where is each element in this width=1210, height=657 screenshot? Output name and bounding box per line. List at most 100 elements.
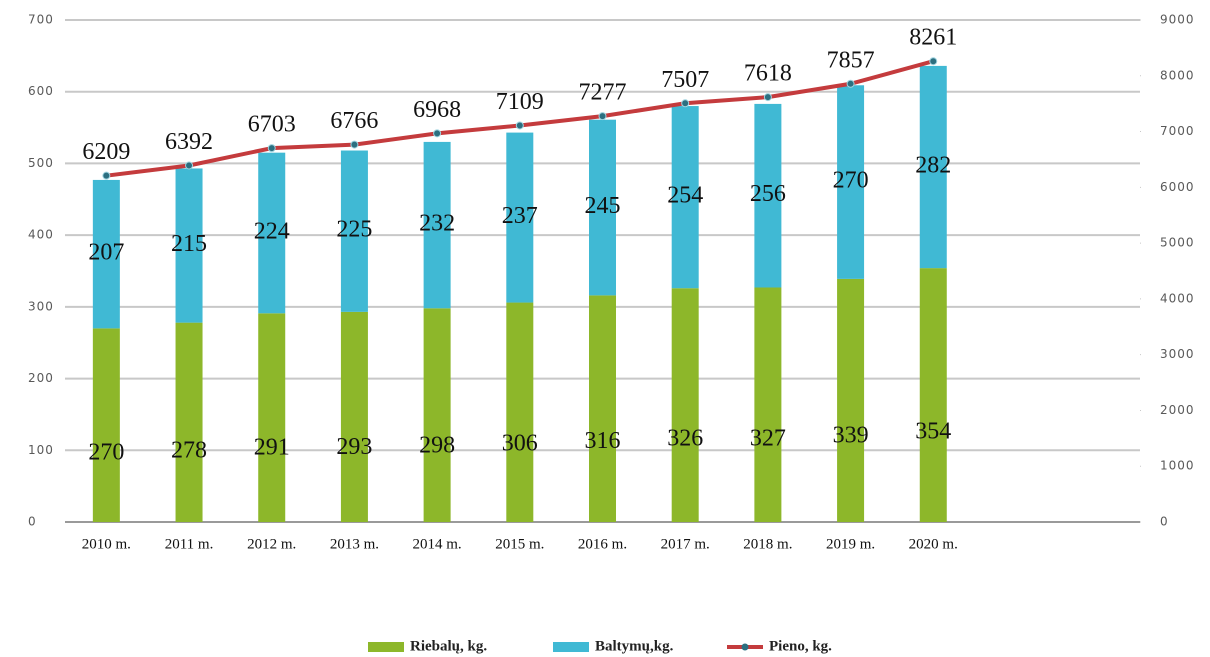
x-tick-label: 2015 m. xyxy=(495,536,544,552)
bar xyxy=(423,308,451,522)
data-label: 7507 xyxy=(661,67,709,93)
line-marker xyxy=(598,112,607,121)
y-tick-label: 0 xyxy=(28,515,37,529)
data-label: 291 xyxy=(254,434,290,460)
y2-tick-label: 6000 xyxy=(1160,180,1195,194)
data-label: 326 xyxy=(667,426,703,452)
legend-label: Baltymų,kg. xyxy=(595,638,674,654)
legend-swatch xyxy=(553,642,589,652)
bar xyxy=(92,179,120,329)
y2-tick-label: 3000 xyxy=(1160,347,1195,361)
data-label: 278 xyxy=(171,438,207,464)
line-marker xyxy=(350,140,359,149)
bar xyxy=(258,313,286,522)
x-tick-label: 2014 m. xyxy=(413,536,462,552)
data-label: 6209 xyxy=(82,139,130,165)
data-label: 207 xyxy=(88,240,124,266)
legend-swatch xyxy=(368,642,404,652)
line-marker xyxy=(846,79,855,88)
data-label: 7109 xyxy=(496,89,544,115)
data-label: 339 xyxy=(833,422,869,448)
x-tick-label: 2018 m. xyxy=(743,536,792,552)
bar xyxy=(175,168,203,323)
bar xyxy=(754,103,782,288)
data-label: 254 xyxy=(667,183,703,209)
y2-tick-label: 8000 xyxy=(1160,68,1195,82)
bar xyxy=(589,119,616,296)
line-marker xyxy=(185,161,194,170)
bar xyxy=(258,152,286,314)
x-tick-label: 2013 m. xyxy=(330,536,379,552)
y-tick-label: 100 xyxy=(28,443,54,457)
bar xyxy=(919,65,947,269)
data-label: 256 xyxy=(750,181,786,207)
legend-label: Riebalų, kg. xyxy=(410,638,487,654)
bar xyxy=(92,328,120,522)
x-tick-label: 2016 m. xyxy=(578,536,627,552)
data-label: 327 xyxy=(750,425,786,451)
data-label: 7857 xyxy=(827,47,875,73)
bar xyxy=(837,278,865,522)
y-tick-label: 300 xyxy=(28,299,54,313)
y-tick-label: 200 xyxy=(28,371,54,385)
line-marker xyxy=(681,99,690,108)
bar xyxy=(340,150,368,312)
legend-label: Pieno, kg. xyxy=(769,638,832,654)
bar xyxy=(340,311,368,522)
bar xyxy=(671,288,699,522)
line-marker xyxy=(433,129,442,138)
bar xyxy=(837,85,865,279)
y2-tick-label: 1000 xyxy=(1160,459,1195,473)
x-tick-label: 2010 m. xyxy=(82,536,131,552)
line-marker xyxy=(267,144,276,153)
line-marker xyxy=(102,171,111,180)
data-label: 232 xyxy=(419,211,455,237)
line-marker xyxy=(763,93,772,102)
y2-tick-label: 4000 xyxy=(1160,291,1195,305)
data-label: 215 xyxy=(171,231,207,257)
y-tick-label: 600 xyxy=(28,84,54,98)
bar xyxy=(175,322,203,522)
data-label: 6392 xyxy=(165,129,213,155)
y-tick-label: 700 xyxy=(28,13,54,27)
data-label: 6766 xyxy=(330,108,378,134)
data-label: 270 xyxy=(833,168,869,194)
y-tick-label: 500 xyxy=(28,156,54,170)
bar xyxy=(919,268,947,522)
data-label: 7277 xyxy=(579,80,627,106)
data-label: 306 xyxy=(502,431,538,457)
bar xyxy=(423,141,451,309)
data-label: 270 xyxy=(88,440,124,466)
data-label: 245 xyxy=(585,193,621,219)
data-label: 293 xyxy=(336,434,372,460)
x-tick-label: 2019 m. xyxy=(826,536,875,552)
line-marker xyxy=(929,57,938,66)
bar xyxy=(754,287,782,522)
data-label: 6968 xyxy=(413,97,461,123)
data-label: 237 xyxy=(502,203,538,229)
data-label: 8261 xyxy=(909,25,957,51)
data-label: 298 xyxy=(419,433,455,459)
data-label: 316 xyxy=(585,428,621,454)
bar xyxy=(671,106,699,289)
x-tick-label: 2011 m. xyxy=(165,536,214,552)
y2-tick-label: 5000 xyxy=(1160,236,1195,250)
x-tick-label: 2020 m. xyxy=(909,536,958,552)
data-label: 6703 xyxy=(248,112,296,138)
bar xyxy=(506,302,534,522)
x-tick-label: 2017 m. xyxy=(661,536,710,552)
bar xyxy=(506,132,534,303)
bar xyxy=(589,295,616,522)
legend-marker xyxy=(741,643,749,651)
data-label: 354 xyxy=(915,419,951,445)
y2-tick-label: 9000 xyxy=(1160,13,1195,27)
data-label: 7618 xyxy=(744,61,792,87)
y2-tick-label: 7000 xyxy=(1160,124,1195,138)
y2-tick-label: 0 xyxy=(1160,515,1169,529)
y2-tick-label: 2000 xyxy=(1160,403,1195,417)
line-marker xyxy=(515,121,524,130)
x-tick-label: 2012 m. xyxy=(247,536,296,552)
data-label: 224 xyxy=(254,218,290,244)
data-label: 225 xyxy=(336,217,372,243)
